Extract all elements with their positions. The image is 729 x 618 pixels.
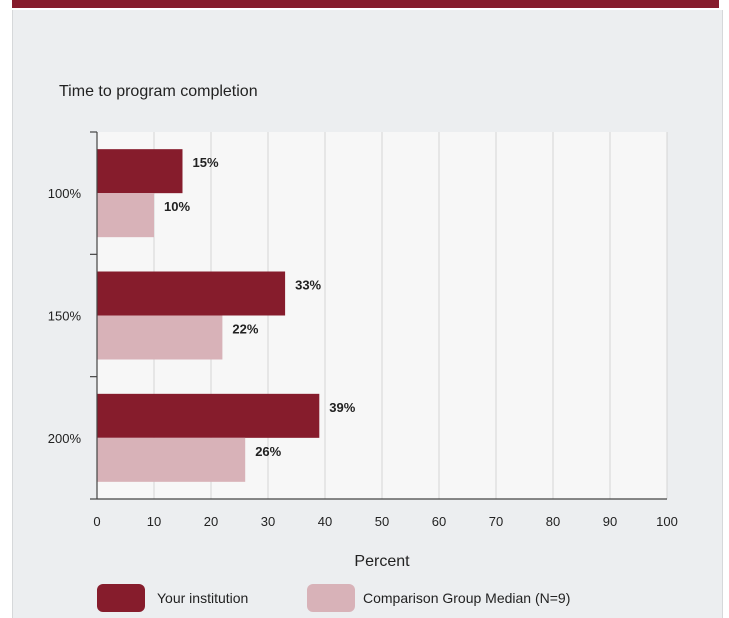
x-tick-label: 20 (204, 514, 218, 529)
data-label: 22% (232, 322, 258, 337)
legend-swatch (307, 584, 355, 612)
x-tick-label: 70 (489, 514, 503, 529)
bars: 15% 10% 33% 22% 39% 26% (97, 149, 356, 482)
x-tick-label: 30 (261, 514, 275, 529)
category-label: 100% (48, 186, 82, 201)
data-label: 39% (329, 400, 355, 415)
data-label: 26% (255, 444, 281, 459)
data-label: 15% (193, 155, 219, 170)
bar (97, 149, 183, 194)
bar (97, 193, 154, 238)
bar (97, 437, 246, 482)
top-accent-bar (12, 0, 719, 8)
x-axis-label: Percent (354, 553, 410, 570)
legend-label: Comparison Group Median (N=9) (363, 590, 570, 606)
chart-panel: Time to program completion 15% 10% 33% 22% 3… (12, 10, 723, 618)
x-tick-label: 10 (147, 514, 161, 529)
data-label: 33% (295, 278, 321, 293)
legend-label: Your institution (157, 590, 248, 606)
bar-chart: Time to program completion 15% 10% 33% 22% 3… (48, 83, 678, 612)
category-label: 150% (48, 309, 82, 324)
data-label: 10% (164, 199, 190, 214)
category-label: 200% (48, 431, 82, 446)
x-tick-label: 60 (432, 514, 446, 529)
bar (97, 315, 223, 360)
axes: 0 10 20 30 40 50 60 70 80 90 100 100% 150% 200% (48, 131, 678, 529)
x-tick-label: 100 (656, 514, 678, 529)
x-tick-label: 80 (546, 514, 560, 529)
x-tick-label: 40 (318, 514, 332, 529)
x-tick-label: 90 (603, 514, 617, 529)
x-tick-label: 0 (93, 514, 100, 529)
legend-swatch (97, 584, 145, 612)
bar (97, 271, 286, 316)
x-tick-label: 50 (375, 514, 389, 529)
bar (97, 393, 320, 438)
legend: Your institution Comparison Group Median … (97, 584, 570, 612)
chart-title: Time to program completion (59, 83, 258, 100)
